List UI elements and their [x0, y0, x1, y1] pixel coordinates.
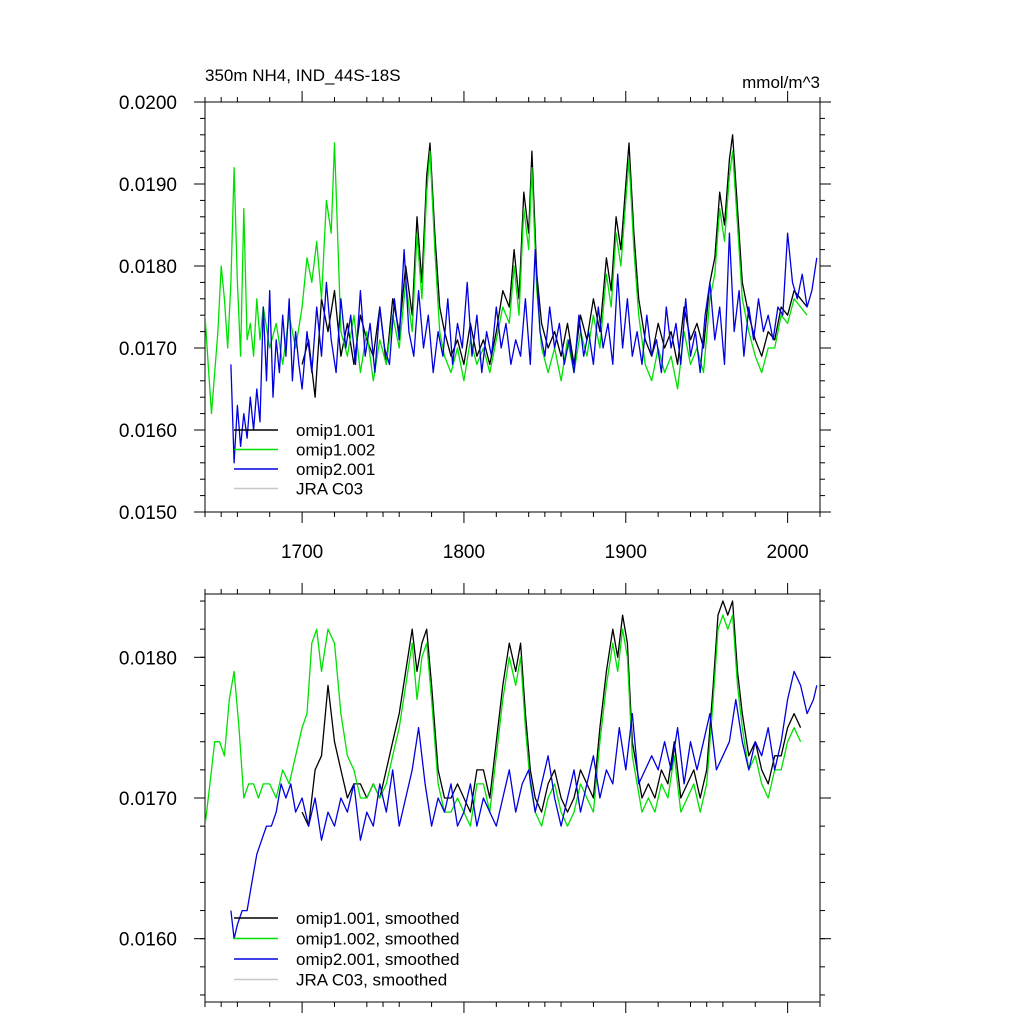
- y-tick-label: 0.0200: [119, 93, 177, 114]
- y-tick-label: 0.0180: [119, 648, 177, 669]
- series-line-omip2-001-smoothed: [230, 670, 818, 940]
- x-tick-label: 1900: [605, 542, 647, 563]
- legend-label: omip1.002: [296, 441, 375, 460]
- series-line-omip1-002-smoothed: [205, 614, 802, 827]
- legend-label: JRA C03: [296, 480, 363, 499]
- bottom-panel: 0.0160 0.0170 0.0180 omip1.001, smoothed omi…: [119, 583, 831, 1013]
- y-tick-label: 0.0150: [119, 503, 177, 524]
- series-line-omip1-002: [205, 142, 808, 415]
- legend-label: omip2.001: [296, 460, 375, 479]
- x-tick-label: 2000: [766, 542, 808, 563]
- y-tick-label: 0.0180: [119, 257, 177, 278]
- legend-label: omip1.002, smoothed: [296, 930, 460, 949]
- legend-label: JRA C03, smoothed: [296, 971, 447, 990]
- series-line-omip1-001: [301, 134, 808, 398]
- chart-title: 350m NH4, IND_44S-18S: [205, 66, 401, 85]
- series-line-omip2-001: [230, 232, 818, 464]
- y-tick-label: 0.0190: [119, 175, 177, 196]
- legend-label: omip1.001: [296, 421, 375, 440]
- plot-frame: [204, 101, 821, 513]
- x-tick-label: 1700: [281, 542, 323, 563]
- units-label: mmol/m^3: [742, 73, 820, 92]
- series-line-omip1-001-smoothed: [301, 600, 802, 827]
- y-tick-label: 0.0170: [119, 339, 177, 360]
- top-panel: 1700 1800 1900 2000 0.0150 0.0160 0.0170 0.0180…: [119, 66, 831, 563]
- legend-label: omip1.001, smoothed: [296, 909, 460, 928]
- y-tick-label: 0.0160: [119, 421, 177, 442]
- legend-label: omip2.001, smoothed: [296, 950, 460, 969]
- y-tick-label: 0.0170: [119, 789, 177, 810]
- y-tick-label: 0.0160: [119, 930, 177, 951]
- x-tick-label: 1800: [443, 542, 485, 563]
